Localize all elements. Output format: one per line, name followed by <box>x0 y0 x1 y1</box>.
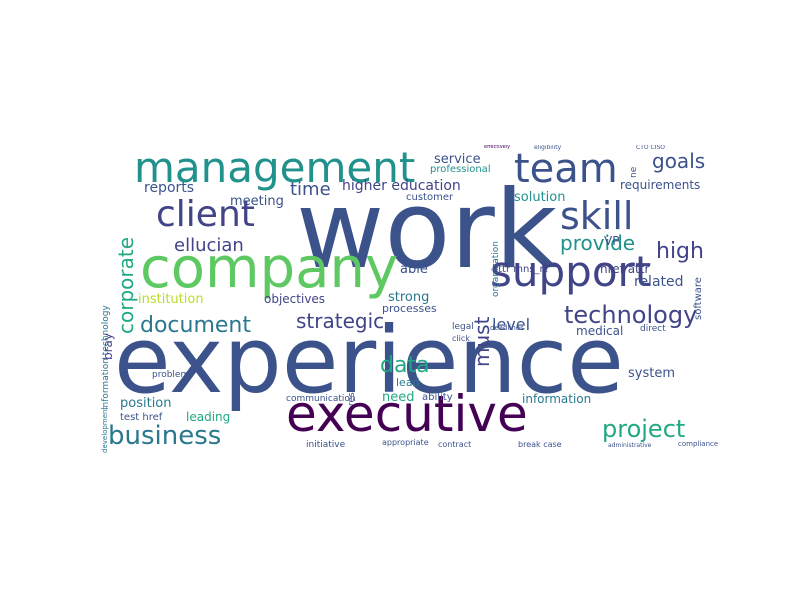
word-deadlines: deadlines <box>490 324 524 332</box>
word-related: related <box>634 274 684 290</box>
word-software: software <box>693 277 704 320</box>
word-need: need <box>382 390 415 405</box>
word-direct: direct <box>640 324 666 334</box>
word-company: company <box>140 236 399 301</box>
word-development: development <box>101 407 109 454</box>
word-experience: experience <box>114 307 624 414</box>
word-solution: solution <box>514 190 566 205</box>
word-level: level <box>492 315 531 334</box>
word-break-case: break case <box>518 440 562 449</box>
word-service: service <box>434 152 481 167</box>
word-must: must <box>470 317 494 368</box>
word-ne: ne <box>629 167 639 179</box>
word-position: position <box>120 396 172 411</box>
word-medical: medical <box>576 324 624 338</box>
word-business: business <box>108 421 222 451</box>
word-management: management <box>134 145 416 192</box>
word-attr-mns: attr mns_rt' <box>492 264 551 275</box>
word-organization: organization <box>491 241 501 297</box>
word-able: able <box>400 262 428 277</box>
word-objectives: objectives <box>264 292 326 306</box>
word-problem: problem <box>152 370 190 380</box>
word-professional: professional <box>430 164 491 175</box>
word-meeting: meeting <box>230 194 284 209</box>
word-system: system <box>628 366 675 381</box>
word-leading: leading <box>186 410 231 424</box>
word-resource: resource <box>347 367 357 406</box>
word-ability: ability <box>422 392 453 403</box>
word-administrative: administrative <box>608 442 652 449</box>
word-higher-education: higher education <box>342 178 461 194</box>
word-reports: reports <box>144 180 195 196</box>
word-project: project <box>602 415 686 443</box>
word-skill: skill <box>560 194 634 238</box>
word-vp: VP <box>604 234 620 248</box>
word-support: support <box>490 247 652 296</box>
word-provide: provide <box>560 231 636 255</box>
word-information: information <box>522 392 592 406</box>
word-bray: bray <box>101 333 115 361</box>
word-work: work <box>296 168 558 293</box>
word-ellucian: ellucian <box>174 235 244 256</box>
word-appropriate: appropriate <box>382 438 429 447</box>
word-high: high <box>656 239 704 264</box>
word-data: data <box>380 353 430 378</box>
word-strong: strong <box>388 290 430 305</box>
word-strategic: strategic <box>296 309 385 333</box>
word-team: team <box>514 146 618 192</box>
word-contract: contract <box>438 440 472 449</box>
word-institution: institution <box>138 292 204 307</box>
word-eligibility: eligibility <box>534 145 562 151</box>
word-cto-ciso: CTO CISO <box>636 145 665 151</box>
word-test-href: test href <box>120 412 163 423</box>
word-requirements: requirements <box>620 178 701 192</box>
word-goals: goals <box>652 149 706 173</box>
word-click: click <box>452 334 470 343</box>
word-compliance: compliance <box>678 440 719 448</box>
word-corporate: corporate <box>114 237 138 335</box>
word-initiative: initiative <box>306 440 346 450</box>
word-processes: processes <box>382 302 437 315</box>
word-client: client <box>156 194 255 235</box>
word-cloud: work experience company executive manage… <box>100 145 720 455</box>
word-document: document <box>140 313 251 338</box>
word-href-attr: href attr <box>600 262 650 276</box>
word-lead: lead <box>396 376 420 389</box>
word-technology: technology <box>564 301 698 329</box>
word-time: time <box>290 179 331 200</box>
word-effectively: effectively <box>484 145 511 150</box>
word-customer: customer <box>406 192 454 203</box>
word-executive: executive <box>286 385 528 443</box>
word-legal: legal <box>452 322 474 332</box>
word-communication: communication <box>286 394 356 404</box>
